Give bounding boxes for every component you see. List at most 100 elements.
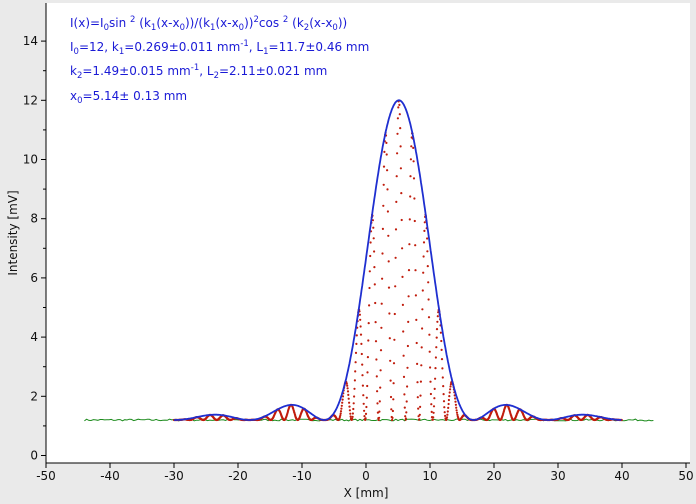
x-tick-label: 40 xyxy=(614,469,629,483)
measured-point xyxy=(364,412,368,415)
x-tick-label: 50 xyxy=(678,469,693,483)
annotations: I(x)=I0sin 2 (k1(x-x0))/(k1(x-x0))2cos 2… xyxy=(70,15,369,106)
measured-point xyxy=(420,346,423,349)
measured-point xyxy=(415,341,418,345)
measured-point xyxy=(407,295,410,298)
measured-point xyxy=(396,152,399,155)
measured-point xyxy=(409,158,412,161)
measured-point xyxy=(395,200,398,203)
y-tick-label: 0 xyxy=(30,449,38,463)
measured-point xyxy=(354,361,357,364)
annotation-part: I(x)=I xyxy=(70,16,104,30)
measured-point xyxy=(359,318,362,321)
measured-point xyxy=(448,395,451,398)
measured-point xyxy=(389,379,392,382)
measured-point xyxy=(402,354,405,357)
measured-point xyxy=(393,338,396,341)
measured-point xyxy=(406,385,409,388)
measured-point xyxy=(427,281,430,284)
measured-point xyxy=(363,415,366,418)
x-tick-label: -10 xyxy=(292,469,312,483)
measured-point xyxy=(448,391,451,394)
measured-point xyxy=(368,270,371,273)
measured-point xyxy=(353,395,356,398)
measured-point xyxy=(422,255,425,258)
annotation-part: 2 xyxy=(283,15,288,25)
measured-point xyxy=(352,407,355,411)
measured-point xyxy=(428,333,431,336)
measured-point xyxy=(431,418,434,421)
annotation-part: 0 xyxy=(77,96,82,106)
y-tick-label: 4 xyxy=(30,330,38,344)
measured-point xyxy=(388,312,391,315)
measured-point xyxy=(383,150,386,153)
measured-point xyxy=(441,367,444,370)
measured-point xyxy=(445,416,449,419)
measured-point xyxy=(372,226,375,229)
measured-point xyxy=(385,141,388,144)
annotation-part: -1 xyxy=(191,63,199,73)
measured-point xyxy=(447,398,450,402)
annotation-part: =0.269±0.011 mm xyxy=(124,40,240,54)
measured-point xyxy=(364,418,367,421)
measured-point xyxy=(406,344,409,348)
x-tick-label: -20 xyxy=(228,469,248,483)
measured-point xyxy=(362,402,365,405)
measured-point xyxy=(375,375,378,378)
measured-point xyxy=(456,413,459,416)
measured-point xyxy=(365,405,368,409)
measured-point xyxy=(400,218,403,222)
measured-point xyxy=(379,386,382,389)
measured-point xyxy=(429,392,432,396)
annotation-part: I xyxy=(70,40,74,54)
annotation-part: 0 xyxy=(332,23,337,33)
measured-point xyxy=(345,382,348,385)
measured-point xyxy=(407,320,410,323)
measured-point xyxy=(339,412,342,415)
measured-point xyxy=(340,407,343,410)
measured-point xyxy=(399,167,402,170)
measured-point xyxy=(439,331,442,334)
measured-point xyxy=(435,336,438,339)
annotation-part: )) xyxy=(244,16,253,30)
measured-point xyxy=(416,396,419,399)
measured-point xyxy=(395,175,398,178)
measured-point xyxy=(381,277,384,280)
measured-point xyxy=(355,342,358,345)
measured-point xyxy=(387,286,391,289)
measured-point xyxy=(418,413,421,416)
measured-point xyxy=(422,241,426,244)
annotation-params-2: k2=1.49±0.015 mm-1, L2=2.11±0.021 mm xyxy=(70,63,327,81)
x-tick-label: 10 xyxy=(422,469,437,483)
measured-point xyxy=(392,362,396,365)
x-axis-title: X [mm] xyxy=(344,486,389,500)
measured-point xyxy=(423,221,426,224)
y-tick-label: 10 xyxy=(23,153,38,167)
measured-point xyxy=(367,322,370,325)
measured-point xyxy=(443,411,446,414)
measured-point xyxy=(392,382,395,385)
annotation-part: (k xyxy=(288,16,303,30)
measured-point xyxy=(426,250,429,253)
measured-point xyxy=(455,409,458,412)
measured-point xyxy=(368,286,371,290)
annotation-part: 2 xyxy=(130,15,135,25)
measured-point xyxy=(386,188,389,191)
measured-point xyxy=(369,241,372,244)
annotation-part: 1 xyxy=(119,47,124,57)
measured-point xyxy=(404,415,407,418)
measured-point xyxy=(371,219,374,222)
x-tick-label: -40 xyxy=(100,469,120,483)
annotation-part: , L xyxy=(199,64,214,78)
annotation-part: 2 xyxy=(253,15,258,25)
measured-point xyxy=(394,285,397,288)
measured-point xyxy=(387,234,390,237)
measured-point xyxy=(402,330,405,333)
measured-point xyxy=(421,308,424,311)
measured-point xyxy=(405,411,408,414)
annotation-part: x xyxy=(70,89,77,103)
measured-point xyxy=(394,228,398,231)
measured-point xyxy=(409,195,412,198)
measured-point xyxy=(381,227,384,230)
